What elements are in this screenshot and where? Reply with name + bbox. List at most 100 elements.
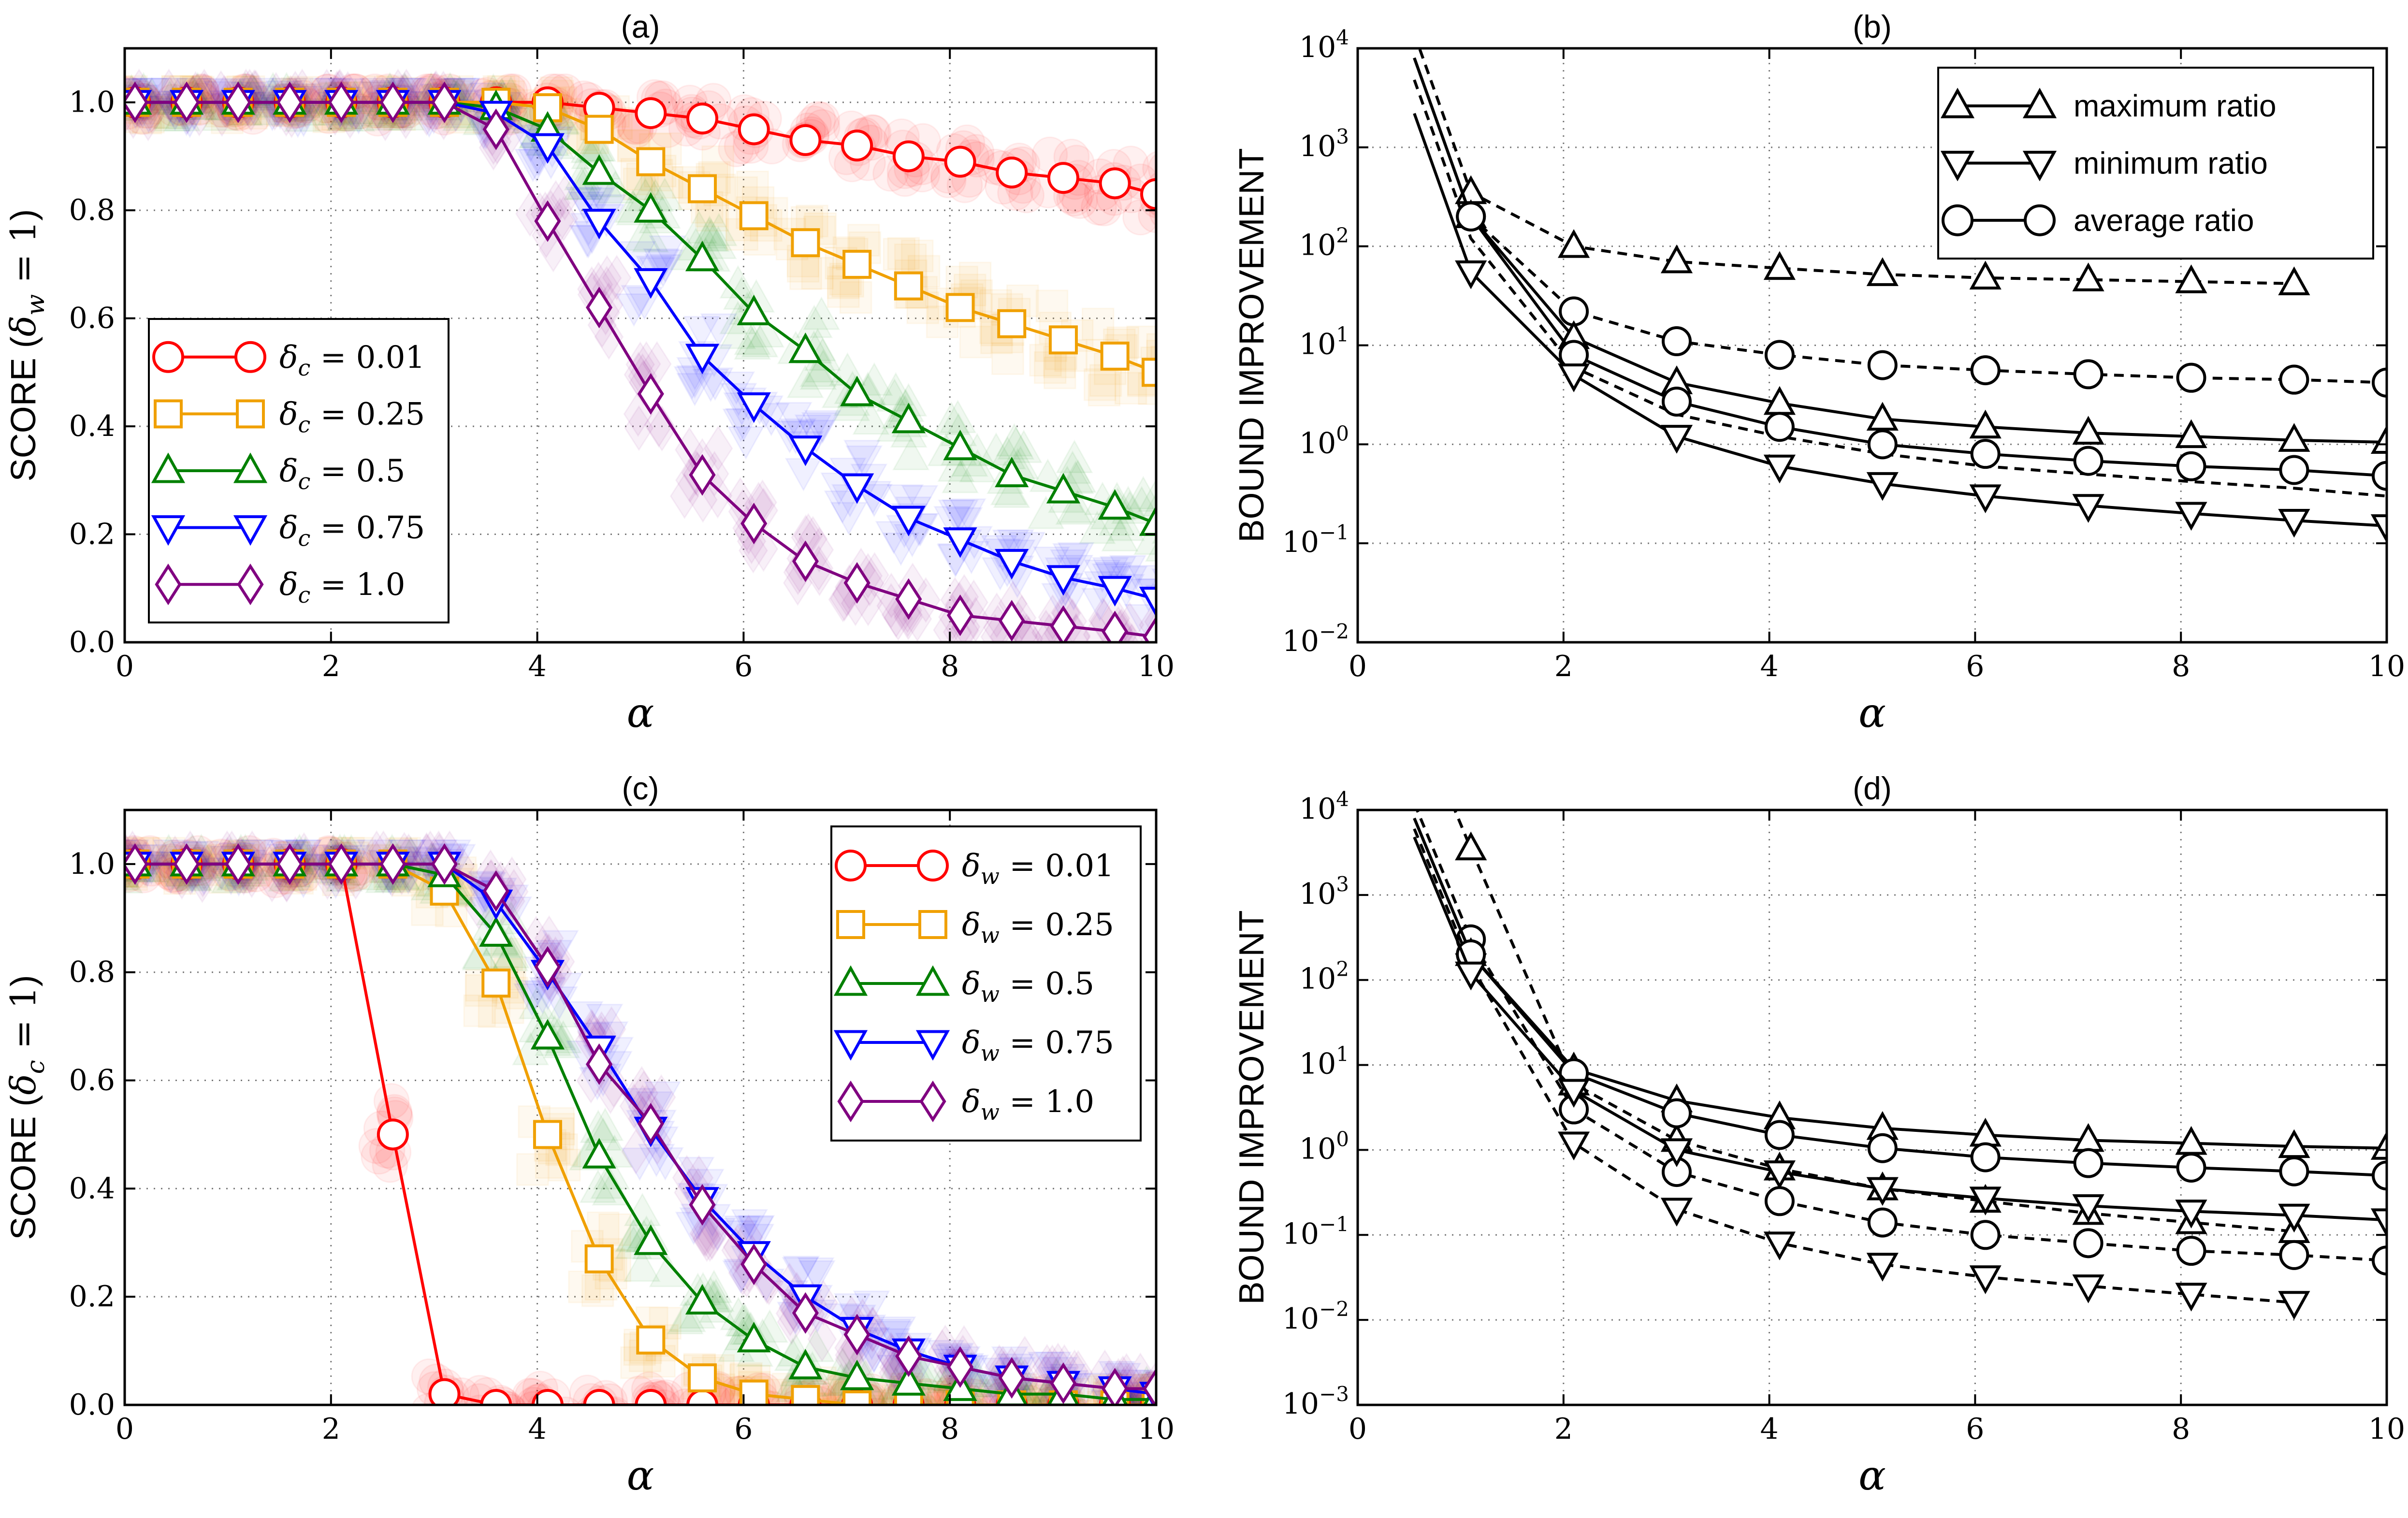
trial-point (807, 1316, 837, 1362)
y-tick-label: 100 (1299, 421, 1349, 460)
trial-point (801, 412, 839, 446)
y-tick-label: 10−1 (1282, 520, 1349, 559)
data-point (2072, 1274, 2104, 1303)
data-point (843, 1314, 870, 1356)
data-point (946, 1346, 974, 1388)
data-point (1143, 616, 1156, 642)
data-point (739, 1379, 769, 1405)
data-point (789, 124, 822, 156)
data-point (2072, 262, 2104, 291)
y-tick-label: 0.2 (69, 1280, 115, 1314)
data-point (689, 1184, 716, 1226)
trial-point (799, 353, 837, 387)
y-tick-label: 100 (1299, 1127, 1349, 1166)
y-tick-label: 102 (1299, 957, 1349, 996)
data-point (586, 287, 613, 329)
data-point (1047, 162, 1079, 194)
data-point (1969, 484, 2002, 514)
trial-point (602, 254, 632, 301)
data-point (534, 946, 561, 988)
trial-point (737, 1216, 774, 1250)
panel-c: 0 2 4 6 8 10 0.0 0.2 0.4 0.6 0.8 1.0 (c) α SCORE (δc =… (3, 770, 1175, 1499)
data-point (944, 145, 976, 178)
trial-point (734, 326, 771, 360)
trial-point (1080, 189, 1117, 226)
plot-area (1413, 48, 2387, 543)
trial-point (373, 1083, 410, 1120)
data-point (225, 81, 252, 123)
data-point (841, 130, 873, 162)
data-point (791, 228, 820, 258)
data-point (840, 1359, 874, 1390)
data-point (1866, 402, 1899, 431)
data-point (738, 113, 770, 145)
data-point (2278, 1203, 2310, 1233)
data-point (636, 147, 666, 176)
data-point (533, 1120, 562, 1149)
data-point (688, 174, 717, 203)
trial-point (621, 1147, 658, 1181)
trial-point (647, 249, 684, 283)
y-tick-label: 1.0 (69, 847, 115, 881)
data-point (1102, 610, 1129, 642)
trial-point (995, 423, 1033, 457)
trial-point (673, 366, 711, 400)
legend-marker (835, 850, 867, 882)
trial-point (1101, 518, 1139, 551)
y-axis-label: BOUND IMPROVEMENT (1233, 910, 1271, 1304)
data-point (1661, 386, 1692, 417)
data-point (1969, 1186, 2002, 1216)
data-point (995, 456, 1029, 488)
trial-point (939, 399, 977, 434)
y-tick-label: 10−3 (1282, 1382, 1349, 1421)
data-point (2370, 1131, 2387, 1160)
data-point (586, 1043, 613, 1085)
series-4 (125, 843, 1156, 1405)
trial-point (1142, 150, 1156, 186)
data-point (2072, 494, 2104, 523)
trial-point (541, 930, 579, 964)
trial-point (801, 257, 834, 290)
trial-point (900, 239, 934, 273)
data-point (1969, 1265, 2002, 1294)
trial-point (942, 499, 979, 533)
data-point (1143, 1368, 1156, 1405)
trial-point (624, 405, 654, 451)
data-point (945, 293, 975, 322)
legend-marker (833, 1030, 868, 1061)
trial-point (738, 527, 769, 574)
trial-point (737, 1224, 775, 1258)
y-tick-label: 101 (1299, 323, 1349, 361)
trial-point (523, 981, 562, 1014)
trial-point (586, 1004, 624, 1038)
data-point (635, 1389, 667, 1405)
data-point (1969, 260, 2002, 289)
legend-marker (234, 341, 266, 373)
x-tick-label: 6 (734, 1412, 753, 1446)
trial-point (1008, 532, 1046, 565)
series-5 (1413, 836, 2387, 1237)
data-point (1140, 178, 1156, 210)
data-point (840, 376, 874, 406)
series-line (1418, 48, 2294, 285)
trial-point (941, 460, 979, 493)
trial-point (933, 506, 971, 540)
trial-point (997, 426, 1035, 460)
data-point (530, 1019, 565, 1050)
data-point (125, 843, 148, 885)
data-point (2175, 502, 2207, 531)
trial-point (887, 237, 920, 270)
y-tick-label: 103 (1299, 125, 1349, 163)
trial-point (959, 325, 992, 359)
x-tick-label: 0 (116, 650, 134, 683)
panel-title: (d) (1853, 770, 1892, 806)
data-point (2176, 1152, 2206, 1183)
legend-marker (1940, 151, 1975, 182)
data-point (843, 562, 870, 604)
data-point (998, 600, 1025, 642)
data-point (534, 200, 561, 242)
data-point (379, 81, 406, 123)
data-point (1763, 1160, 1796, 1189)
trial-point (736, 170, 769, 203)
data-point (2372, 1245, 2387, 1276)
